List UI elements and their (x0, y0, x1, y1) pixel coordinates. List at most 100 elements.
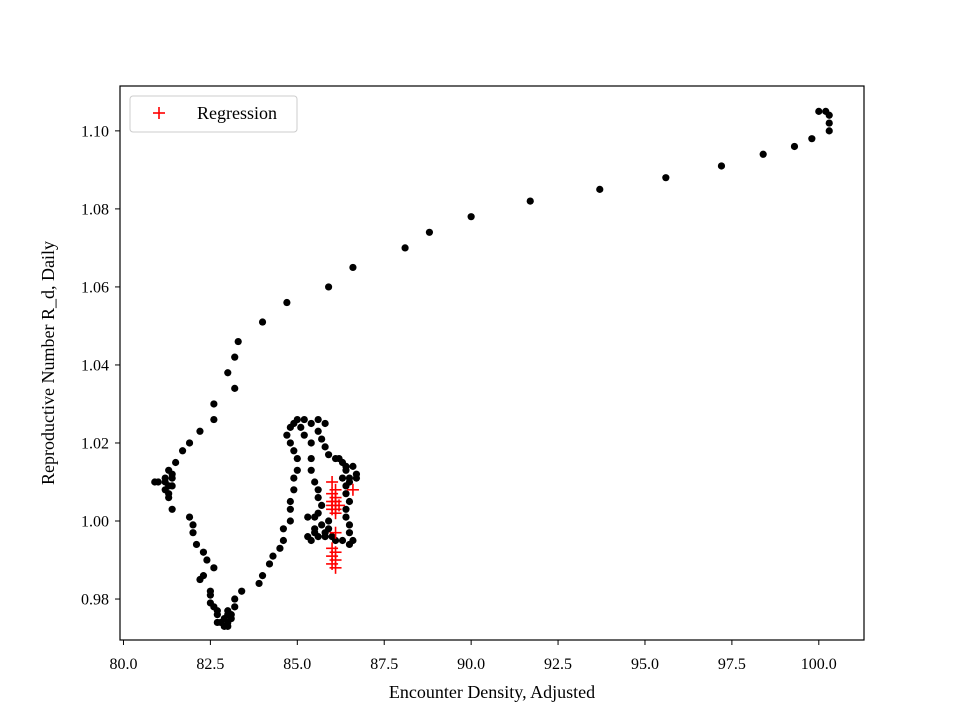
regression-point (329, 561, 342, 574)
legend: Regression (129, 95, 298, 133)
data-point (206, 591, 214, 599)
data-point (314, 427, 322, 435)
data-point (349, 462, 357, 470)
data-point (258, 318, 267, 326)
data-point (349, 263, 357, 272)
data-point (318, 501, 326, 510)
data-point (717, 162, 726, 170)
data-point (300, 431, 308, 439)
data-point (293, 415, 301, 424)
data-point (224, 622, 232, 630)
x-axis-label: Encounter Density, Adjusted (389, 682, 595, 702)
x-tick-label: 85.0 (283, 656, 311, 673)
data-point (213, 611, 221, 619)
data-point (293, 466, 301, 474)
data-point (203, 556, 211, 564)
data-point (342, 466, 350, 474)
y-tick-label: 0.98 (81, 592, 109, 609)
y-tick-label: 1.00 (81, 514, 109, 531)
regression-point (346, 483, 359, 496)
data-point (425, 228, 434, 236)
data-point (283, 298, 291, 307)
data-point (822, 107, 830, 115)
data-point (168, 505, 176, 513)
data-point (342, 513, 350, 521)
data-point (759, 150, 767, 158)
data-point (165, 493, 173, 502)
data-point (307, 439, 315, 447)
data-point (311, 529, 319, 537)
x-axis-ticks: 80.0 82.5 85.0 87.5 90.0 92.5 95.0 97.5 100.0 (109, 640, 837, 673)
data-point (304, 533, 312, 541)
data-point (662, 174, 670, 182)
data-point (290, 486, 298, 494)
data-point (276, 544, 284, 552)
x-tick-label: 95.0 (631, 656, 659, 673)
data-point (338, 474, 347, 482)
data-point (231, 595, 239, 603)
data-point (825, 127, 833, 135)
data-point (342, 482, 350, 490)
data-point (168, 482, 176, 490)
data-point (321, 529, 329, 537)
data-point (324, 517, 333, 525)
x-tick-label: 100.0 (801, 656, 837, 673)
x-tick-label: 80.0 (109, 656, 137, 673)
data-point (210, 415, 218, 424)
plot-frame (119, 85, 865, 641)
data-point (279, 525, 288, 533)
data-point (345, 497, 354, 506)
data-point (318, 521, 326, 529)
y-tick-label: 1.04 (81, 357, 109, 374)
data-point (290, 447, 298, 455)
data-point (345, 521, 354, 529)
data-point (283, 431, 291, 439)
data-point (231, 353, 239, 361)
data-point (321, 443, 329, 451)
data-point (314, 509, 322, 517)
data-point (286, 505, 294, 513)
data-point (345, 540, 354, 549)
data-point (213, 618, 221, 627)
data-point (314, 493, 322, 502)
data-point (307, 454, 315, 463)
y-tick-label: 1.10 (81, 123, 109, 140)
data-point (300, 415, 308, 424)
data-point (321, 419, 329, 428)
y-axis-ticks: 0.98 1.00 1.02 1.04 1.06 1.08 1.10 (81, 123, 120, 609)
data-point (314, 415, 322, 424)
data-point (168, 474, 176, 482)
data-point (596, 185, 604, 193)
x-tick-label: 90.0 (457, 656, 485, 673)
data-point (293, 454, 301, 463)
data-point (286, 517, 294, 525)
y-axis-label: Reproductive Number R_d, Daily (38, 241, 58, 485)
data-point (311, 478, 319, 486)
y-tick-label: 1.06 (81, 279, 109, 296)
data-point (189, 521, 197, 529)
data-point (172, 458, 180, 467)
data-point (210, 400, 218, 408)
data-point (185, 439, 194, 447)
data-point (196, 427, 204, 435)
data-point (297, 423, 305, 431)
data-point (342, 505, 350, 513)
data-point (151, 478, 159, 486)
data-point (307, 466, 315, 474)
data-point (192, 540, 201, 549)
data-point (290, 474, 298, 482)
data-point (815, 107, 823, 115)
data-point (808, 135, 816, 143)
data-point (342, 490, 350, 498)
data-point (345, 529, 354, 537)
data-point (526, 197, 534, 205)
data-point (231, 603, 239, 611)
legend-box (129, 95, 298, 133)
data-point (318, 435, 326, 443)
data-point (196, 575, 204, 584)
data-point (238, 587, 246, 595)
regression-point (329, 507, 342, 520)
data-point (324, 283, 333, 291)
data-point (189, 529, 197, 537)
data-point (199, 548, 208, 556)
